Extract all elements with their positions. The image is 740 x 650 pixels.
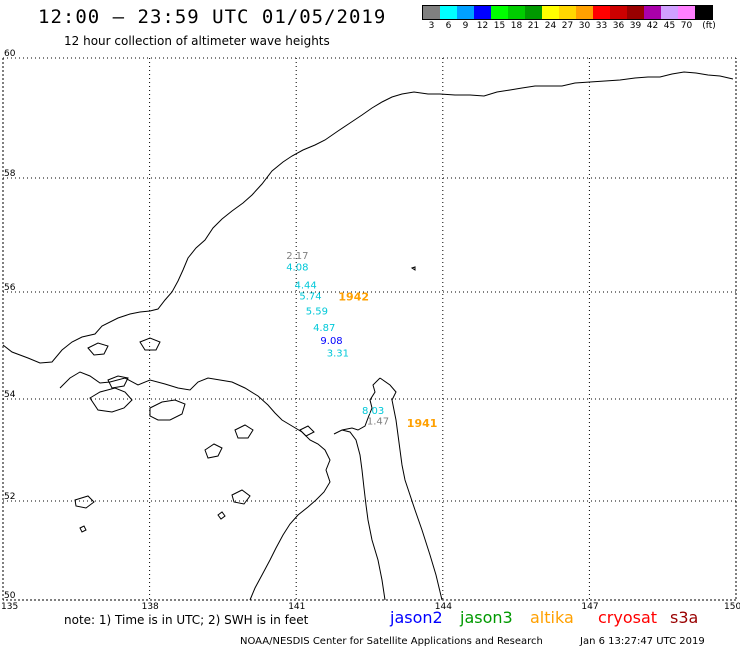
wave-height-value: 4.87 [313,323,335,334]
latitude-label: 52 [4,492,15,502]
legend-swatch [576,6,593,19]
wave-height-value: 9.08 [320,336,342,347]
legend-swatch [695,6,712,19]
inland-lake-3 [231,489,251,505]
wave-height-value: 4.08 [286,262,308,273]
shantar-island-3 [107,375,129,389]
shantar-island-1 [89,387,133,413]
latitude-label: 58 [4,169,16,179]
map-subtitle: 12 hour collection of altimeter wave hei… [64,34,330,48]
latitude-label: 60 [4,49,16,59]
coastline-south-mainland [59,371,331,601]
inland-lake-2 [234,424,254,439]
legend-label: 24 [544,21,557,31]
inland-lake-5 [299,425,315,437]
legend-swatch [440,6,457,19]
longitude-label: 150 [724,602,740,612]
longitude-label: 138 [142,602,159,612]
legend-swatch [559,6,576,19]
pass-time-label: 1941 [407,417,438,430]
legend-color-bar [422,5,713,20]
wave-height-value: 3.31 [327,348,349,359]
legend-label: 9 [462,21,469,31]
legend-label: 45 [663,21,676,31]
legend-label: 18 [510,21,523,31]
latitude-label: 56 [4,283,16,293]
footer-note: note: 1) Time is in UTC; 2) SWH is in fe… [64,613,309,627]
legend-swatch [610,6,627,19]
wave-height-value: 2.17 [286,251,308,262]
legend-label: 30 [578,21,591,31]
wave-height-value: 8.03 [362,406,384,417]
wave-height-legend: 3 6 9 12 15 18 21 24 27 30 33 36 39 42 45 70 (ft) [422,5,716,32]
legend-label: 27 [561,21,574,31]
longitude-label: 144 [435,602,452,612]
legend-label: 21 [527,21,540,31]
satellite-label-s3a: s3a [670,608,699,627]
island-north-1 [87,342,109,356]
map-title: 12:00 — 23:59 UTC 01/05/2019 [38,6,387,28]
legend-label: 3 [428,21,435,31]
islet-1 [217,511,226,520]
islet-2 [79,525,87,533]
legend-swatch [508,6,525,19]
legend-label: 6 [445,21,452,31]
satellite-label-jason3: jason3 [460,608,513,627]
legend-label: 39 [629,21,642,31]
legend-swatch [627,6,644,19]
satellite-label-cryosat: cryosat [598,608,658,627]
coastline-mainland [2,71,734,364]
timestamp: Jan 6 13:27:47 UTC 2019 [580,636,705,647]
legend-swatch [678,6,695,19]
latitude-label: 54 [4,390,16,400]
longitude-label: 135 [1,602,18,612]
inland-lake-4 [74,495,95,509]
satellite-label-altika: altika [530,608,574,627]
legend-swatch [542,6,559,19]
legend-label: 42 [646,21,659,31]
map-frame [2,57,737,601]
legend-label: 33 [595,21,608,31]
shantar-island-2 [149,399,186,421]
longitude-label: 147 [581,602,598,612]
coastline [2,71,734,601]
legend-label: 12 [476,21,489,31]
pass-time-label: 1942 [338,291,369,304]
legend-swatch [661,6,678,19]
legend-swatch [491,6,508,19]
legend-swatch [423,6,440,19]
legend-label: 70 [680,21,693,31]
credit-line: NOAA/NESDIS Center for Satellite Applica… [240,636,543,647]
legend-swatch [644,6,661,19]
legend-swatch [474,6,491,19]
legend-swatch [457,6,474,19]
islet-3 [410,266,416,271]
legend-unit: (ft) [702,21,716,31]
wave-height-value: 5.59 [306,307,328,318]
island-north-2 [139,337,161,351]
coastline-sakhalin [333,377,443,601]
legend-swatch [593,6,610,19]
longitude-label: 141 [288,602,305,612]
wave-height-value: 5.74 [299,292,321,303]
legend-labels: 3 6 9 12 15 18 21 24 27 30 33 36 39 42 45 70 (ft) [422,20,716,32]
wave-height-value: 4.44 [295,281,317,292]
legend-swatch [525,6,542,19]
satellite-label-jason2: jason2 [390,608,443,627]
wave-height-value: 1.47 [367,416,389,427]
inland-lake-1 [204,443,223,459]
observations-layer: 2.174.08 4.445.74 5.59 4.87 9.083.31 8.031.47… [286,251,437,430]
legend-label: 15 [493,21,506,31]
legend-label: 36 [612,21,625,31]
latitude-label: 50 [4,591,16,601]
